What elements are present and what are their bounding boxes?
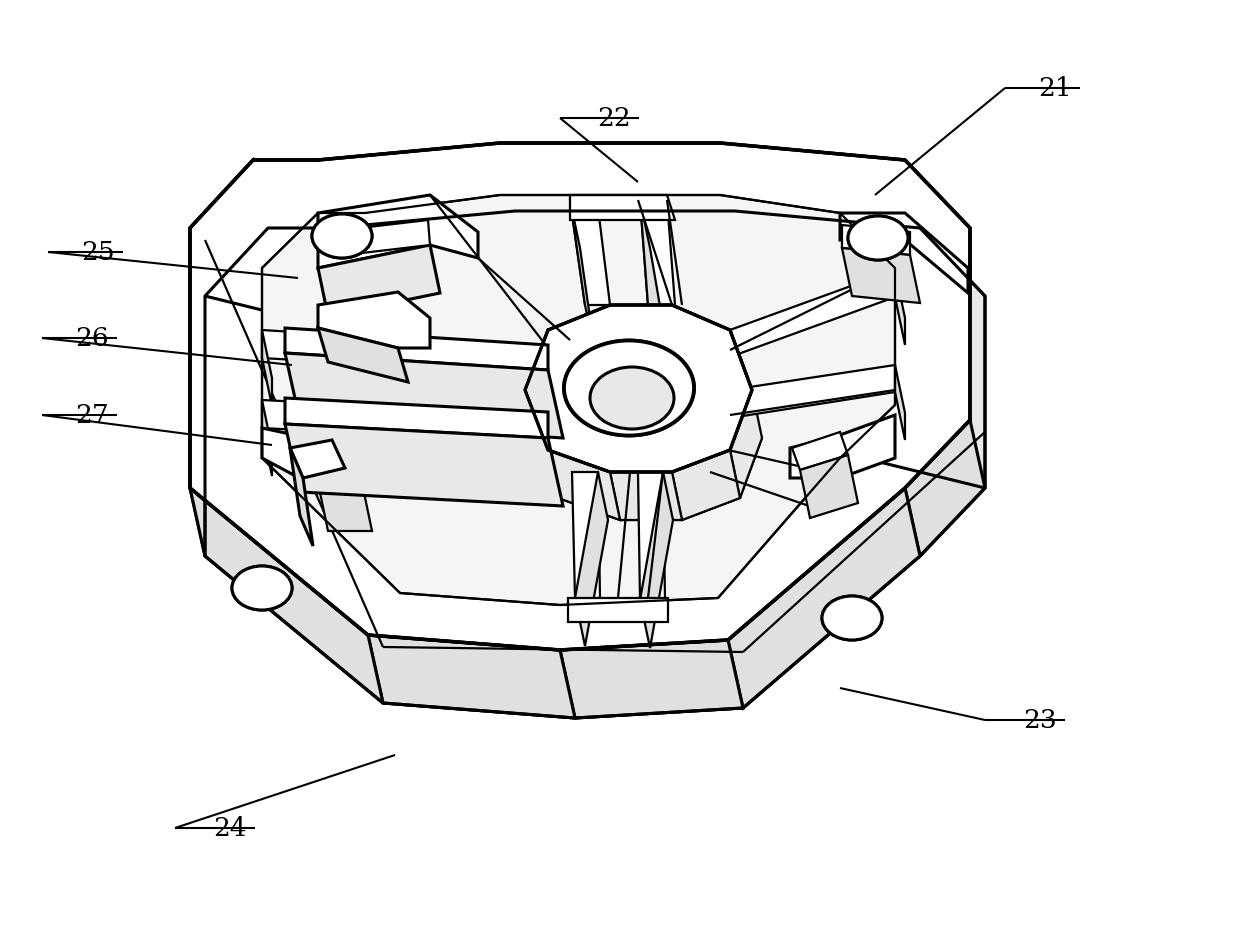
Polygon shape [570, 200, 610, 305]
Polygon shape [317, 292, 430, 348]
Text: 25: 25 [81, 240, 115, 264]
Polygon shape [610, 472, 682, 520]
Polygon shape [262, 400, 272, 476]
Polygon shape [800, 455, 858, 518]
Text: 23: 23 [1023, 708, 1056, 733]
Ellipse shape [822, 596, 882, 640]
Polygon shape [290, 448, 312, 546]
Ellipse shape [312, 214, 372, 258]
Polygon shape [570, 200, 595, 353]
Polygon shape [262, 330, 548, 375]
Polygon shape [190, 160, 268, 296]
Polygon shape [190, 488, 383, 703]
Ellipse shape [564, 340, 694, 435]
Polygon shape [525, 390, 558, 498]
Polygon shape [190, 143, 970, 650]
Polygon shape [360, 220, 430, 253]
Text: 22: 22 [598, 105, 631, 130]
Polygon shape [895, 365, 905, 440]
Polygon shape [548, 450, 620, 520]
Polygon shape [568, 598, 668, 622]
Polygon shape [639, 472, 665, 600]
Polygon shape [640, 200, 675, 305]
Polygon shape [730, 390, 763, 498]
Ellipse shape [232, 566, 291, 610]
Polygon shape [317, 460, 362, 483]
Polygon shape [730, 270, 895, 357]
Polygon shape [190, 228, 205, 556]
Text: 26: 26 [76, 326, 109, 351]
Ellipse shape [590, 367, 675, 429]
Polygon shape [640, 200, 668, 353]
Ellipse shape [564, 340, 694, 435]
Polygon shape [842, 225, 910, 255]
Polygon shape [285, 353, 563, 438]
Polygon shape [534, 353, 763, 520]
Polygon shape [285, 398, 548, 438]
Text: 27: 27 [76, 403, 109, 428]
Polygon shape [728, 488, 920, 708]
Polygon shape [640, 472, 673, 648]
Polygon shape [262, 195, 895, 605]
Ellipse shape [848, 216, 908, 260]
Ellipse shape [232, 566, 291, 610]
Polygon shape [792, 432, 848, 470]
Ellipse shape [848, 216, 908, 260]
Polygon shape [905, 420, 985, 556]
Text: 24: 24 [213, 816, 247, 841]
Polygon shape [285, 328, 548, 370]
Polygon shape [672, 450, 740, 520]
Polygon shape [317, 483, 372, 531]
Polygon shape [262, 330, 272, 406]
Polygon shape [317, 195, 477, 268]
Ellipse shape [312, 214, 372, 258]
Polygon shape [570, 195, 675, 220]
Polygon shape [317, 245, 440, 316]
Polygon shape [790, 415, 895, 478]
Polygon shape [205, 211, 985, 718]
Polygon shape [575, 472, 608, 646]
Polygon shape [842, 248, 920, 303]
Polygon shape [839, 213, 968, 293]
Text: 21: 21 [1038, 75, 1071, 100]
Polygon shape [317, 328, 408, 382]
Polygon shape [560, 640, 743, 718]
Polygon shape [730, 365, 895, 418]
Polygon shape [262, 400, 548, 443]
Polygon shape [525, 305, 751, 472]
Polygon shape [290, 440, 345, 478]
Polygon shape [262, 428, 365, 488]
Polygon shape [285, 424, 563, 506]
Polygon shape [572, 472, 600, 598]
Polygon shape [368, 635, 575, 718]
Polygon shape [895, 270, 905, 345]
Ellipse shape [822, 596, 882, 640]
Ellipse shape [590, 367, 675, 429]
